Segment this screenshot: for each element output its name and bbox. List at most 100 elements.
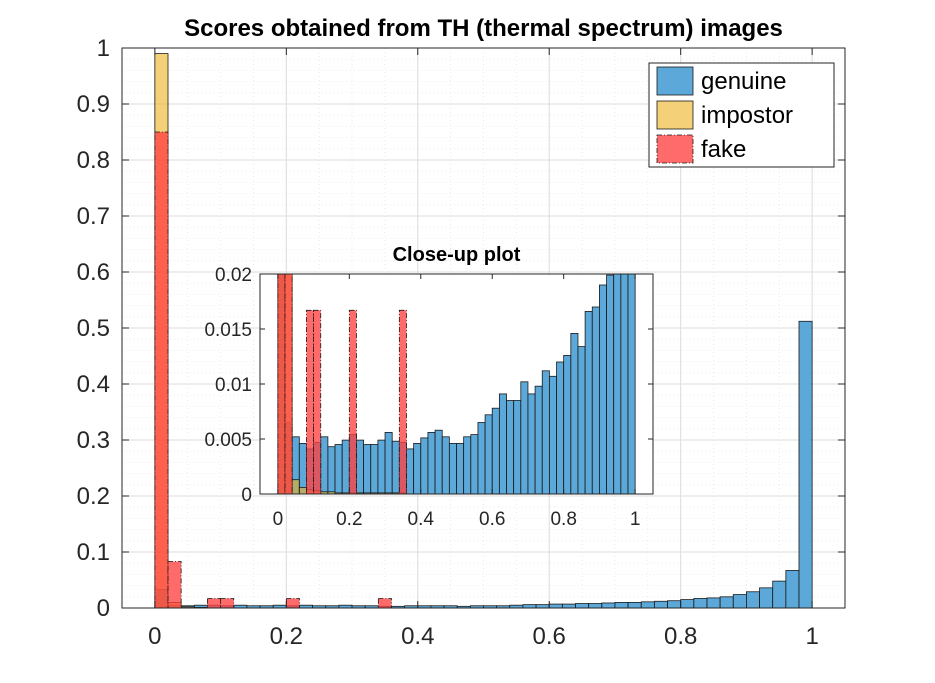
inset-bar-genuine xyxy=(513,400,522,495)
legend-swatch-genuine xyxy=(656,66,694,96)
inset-y-tick-label: 0.005 xyxy=(204,430,252,451)
inset-bar-genuine xyxy=(370,444,379,495)
inset-bar-genuine xyxy=(613,273,622,495)
y-tick-label: 0.2 xyxy=(77,483,110,510)
main-bar-genuine xyxy=(653,600,668,609)
inset-bar-genuine xyxy=(463,436,472,495)
inset-bar-genuine xyxy=(456,442,465,495)
main-bar-genuine xyxy=(627,602,642,609)
inset-bar-genuine xyxy=(384,431,393,495)
main-bar-genuine xyxy=(785,570,800,609)
main-bars xyxy=(154,53,813,609)
inset-bar-genuine xyxy=(599,284,607,495)
inset-y-tick-label: 0.02 xyxy=(215,265,252,286)
inset-bar-genuine xyxy=(591,306,600,495)
y-tick-label: 0.5 xyxy=(77,315,110,342)
inset-bar-genuine xyxy=(363,444,372,495)
main-bar-genuine xyxy=(601,602,616,609)
inset-x-tick-label: 0.4 xyxy=(408,509,435,530)
inset-x-tick-label: 0.2 xyxy=(336,509,362,530)
main-bar-genuine xyxy=(693,598,708,609)
main-bar-genuine xyxy=(798,320,813,609)
inset-bar-genuine xyxy=(570,332,579,495)
inset-bar-fake xyxy=(348,309,357,495)
inset-bar-genuine xyxy=(420,437,429,495)
inset-bar-fake xyxy=(398,309,407,495)
x-tick-label: 1 xyxy=(805,623,818,650)
inset-bar-genuine xyxy=(477,422,486,495)
inset-bar-genuine xyxy=(563,354,572,495)
main-bar-fake xyxy=(220,598,235,609)
inset-bar-genuine xyxy=(298,442,307,495)
inset-bar-fake xyxy=(306,309,314,495)
inset-bar-genuine xyxy=(627,273,636,495)
inset-bar-genuine xyxy=(620,273,629,495)
inset-title: Close-up plot xyxy=(393,244,521,266)
inset-x-tick-label: 0.6 xyxy=(479,509,505,530)
y-tick-label: 0.1 xyxy=(77,539,110,566)
x-tick-label: 0.6 xyxy=(533,623,566,650)
main-bar-genuine xyxy=(522,604,537,609)
inset-bar-genuine xyxy=(606,274,615,495)
inset-bar-fake xyxy=(313,309,322,495)
main-bar-genuine xyxy=(732,594,747,609)
inset-bar-impostor xyxy=(298,486,307,495)
inset-x-tick-label: 1 xyxy=(630,509,641,530)
inset-bar-genuine xyxy=(520,381,529,495)
main-bar-genuine xyxy=(535,604,550,609)
legend-swatch-fake xyxy=(656,134,694,164)
main-bar-genuine xyxy=(772,580,787,609)
main-bar-genuine xyxy=(680,599,695,609)
inset-bar-genuine xyxy=(434,429,443,495)
main-bar-fake xyxy=(207,598,221,609)
y-tick-label: 0 xyxy=(97,595,110,622)
legend-label-impostor: impostor xyxy=(701,102,793,129)
inset-bar-impostor xyxy=(291,479,300,495)
inset-bar-genuine xyxy=(577,346,586,495)
main-bar-genuine xyxy=(588,603,603,609)
main-bar-fake xyxy=(167,561,182,609)
main-bar-genuine xyxy=(548,603,563,609)
inset-x-tick-label: 0.8 xyxy=(550,509,576,530)
inset-bar-genuine xyxy=(548,375,557,495)
main-bar-genuine xyxy=(719,596,734,609)
y-tick-label: 0.7 xyxy=(77,203,110,230)
inset-bar-genuine xyxy=(327,446,336,495)
main-bar-fake xyxy=(285,598,300,609)
inset-bar-genuine xyxy=(527,393,536,495)
inset-bar-genuine xyxy=(441,436,450,495)
inset-ticks: 0 0.2 0.4 0.6 0.8 1 0 0.005 0.01 0.015 0.02 xyxy=(204,265,653,530)
y-tick-label: 0.9 xyxy=(77,91,110,118)
main-bar-genuine xyxy=(746,591,760,609)
inset-bars xyxy=(277,273,636,495)
inset-bar-genuine xyxy=(506,400,515,495)
legend-label-genuine: genuine xyxy=(701,68,786,95)
inset-bar-genuine xyxy=(413,442,422,495)
inset-bar-genuine xyxy=(556,361,565,495)
inset-bar-fake xyxy=(284,273,293,495)
main-bar-genuine xyxy=(614,602,629,609)
x-tick-label: 0.4 xyxy=(401,623,434,650)
inset-bar-genuine xyxy=(320,436,329,495)
y-tick-label: 1 xyxy=(97,35,110,62)
x-tick-label: 0.2 xyxy=(270,623,303,650)
main-bar-fake xyxy=(154,131,169,609)
y-tick-label: 0.3 xyxy=(77,427,110,454)
legend-label-fake: fake xyxy=(701,136,746,163)
inset-bar-fake xyxy=(277,273,286,495)
inset-bar-genuine xyxy=(484,414,493,495)
main-ticks: 0 0.2 0.4 0.6 0.8 1 0 0.1 0.2 0.3 0.4 0.5 0.6 0.7 0.8 0… xyxy=(77,35,845,650)
inset-bar-genuine xyxy=(534,385,543,495)
y-tick-label: 0.4 xyxy=(77,371,110,398)
inset-bar-genuine xyxy=(377,439,386,495)
inset-bar-genuine xyxy=(356,439,365,495)
inset-y-tick-label: 0.01 xyxy=(215,375,252,396)
main-bar-genuine xyxy=(667,600,682,609)
x-tick-label: 0 xyxy=(148,623,161,650)
inset-bar-genuine xyxy=(491,407,500,495)
main-bar-genuine xyxy=(575,603,590,609)
y-tick-label: 0.8 xyxy=(77,147,110,174)
legend: genuine impostor fake xyxy=(648,62,835,168)
